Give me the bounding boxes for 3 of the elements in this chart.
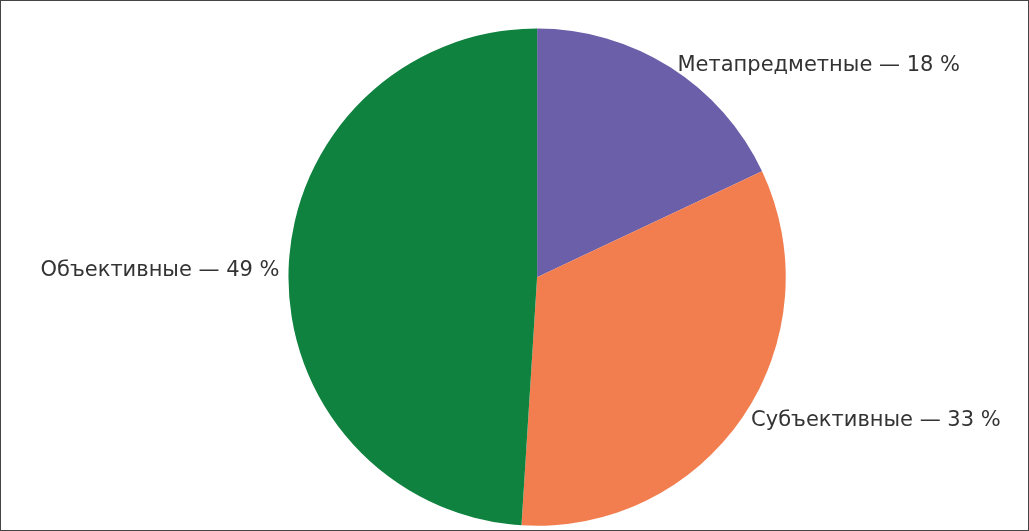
slice-label: Субъективные — 33 %	[751, 407, 1001, 432]
slice-label: Объективные — 49 %	[40, 257, 280, 282]
slice-label: Метапредметные — 18 %	[677, 51, 961, 76]
